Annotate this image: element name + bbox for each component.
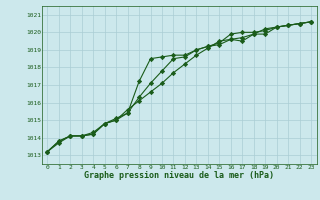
X-axis label: Graphe pression niveau de la mer (hPa): Graphe pression niveau de la mer (hPa) [84, 171, 274, 180]
